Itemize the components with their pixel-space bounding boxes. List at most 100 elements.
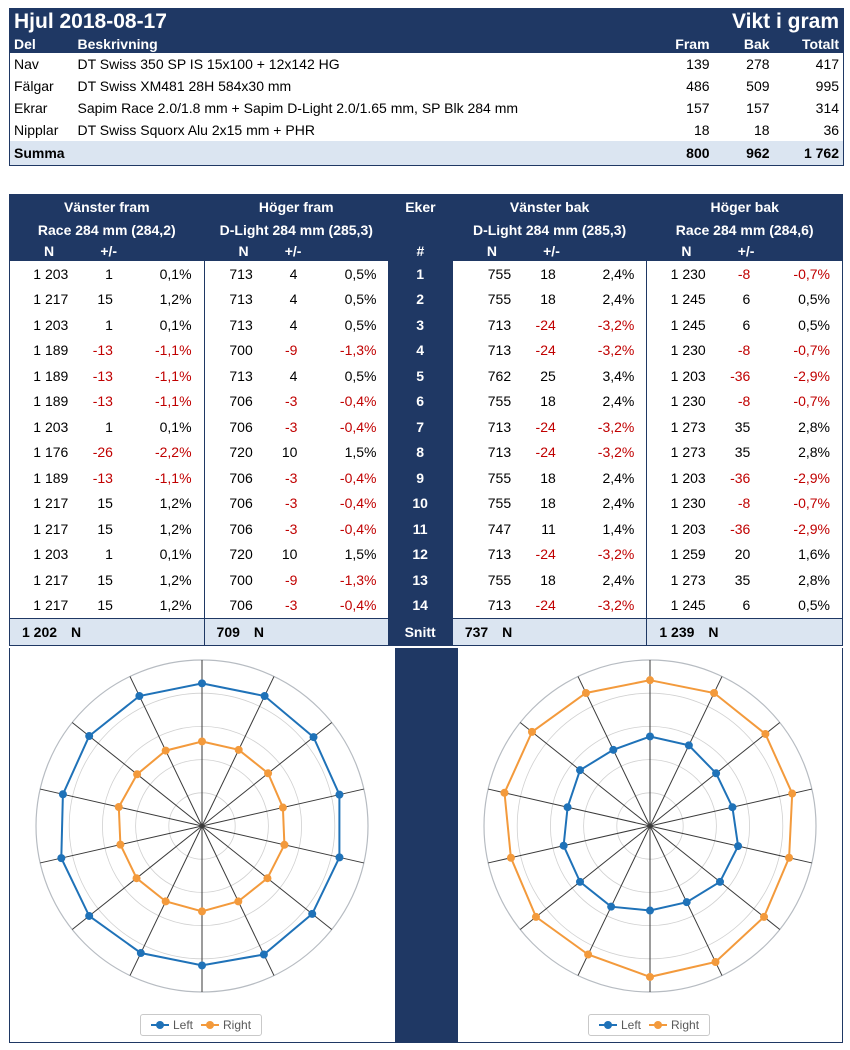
lf-delta-cell: 1 (105, 265, 113, 282)
legend-marker-right (649, 1020, 668, 1030)
vb-percent-cell: -3,2% (597, 546, 635, 563)
vb-percent-cell: -3,2% (597, 342, 635, 359)
vb-delta-cell: -24 (535, 597, 556, 614)
vb-percent-cell: 3,4% (602, 367, 635, 384)
lf-delta-cell: 1 (105, 546, 113, 563)
hb-percent-cell: -2,9% (793, 469, 830, 486)
vb-tension-cell: 755 (451, 286, 516, 312)
hb-tension-cell: 1 230 (646, 388, 710, 414)
data-point-left-5 (734, 842, 743, 851)
lf-delta-cell: 15 (97, 520, 113, 537)
spoke-row: 1 203 1 0,1% 713 4 0,5% 3 713 -24 -3,2% 1 245 6 0,5% (9, 312, 843, 338)
spoke-header-row-3: N +/- N +/- # N +/- N +/- (9, 241, 843, 261)
hb-percent-cell: 0,5% (798, 597, 830, 614)
lf-tension-cell: 1 189 (9, 465, 73, 491)
data-point-right-2 (710, 688, 719, 697)
weight-cell-beskrivning: DT Swiss Squorx Alu 2x15 mm + PHR (77, 122, 315, 138)
spoke-row: 1 189 -13 -1,1% 713 4 0,5% 5 762 25 3,4% 1 203 -36 -… (9, 363, 843, 389)
spoke-header-row-2: Race 284 mm (284,2) D-Light 284 mm (285,… (9, 219, 843, 241)
hf-percent-cell: -1,3% (339, 342, 377, 359)
spoke-index: 11 (388, 516, 453, 542)
data-point-right-9 (161, 897, 170, 906)
radar-chart-bak: Left Right (458, 648, 843, 1042)
legend-bak: Left Right (588, 1014, 711, 1036)
legend-item-right[interactable]: Right (201, 1018, 251, 1032)
data-point-left-14 (135, 691, 144, 700)
hb-tension-cell: 1 273 (646, 567, 710, 593)
spoke-row: 1 189 -13 -1,1% 706 -3 -0,4% 9 755 18 2,4% 1 203 -3… (9, 465, 843, 491)
weight-cell-fram: 139 (686, 56, 710, 72)
data-point-left-13 (576, 766, 585, 775)
spoke-index: 7 (388, 414, 453, 440)
vb-percent-cell: -3,2% (597, 444, 635, 461)
lf-percent-cell: 1,2% (159, 571, 192, 588)
vb-percent-cell: 2,4% (602, 495, 635, 512)
data-point-right-14 (161, 746, 170, 755)
vb-tension-cell: 713 (451, 337, 516, 363)
lf-percent-cell: 1,2% (159, 495, 192, 512)
vb-percent-cell: -3,2% (597, 418, 635, 435)
data-point-right-11 (116, 840, 125, 849)
radar-spoke (649, 825, 781, 930)
col-n-hf: N (203, 241, 257, 261)
spoke-index: 1 (388, 261, 453, 287)
weight-cell-del: Ekrar (14, 100, 48, 116)
lf-tension-cell: 1 203 (9, 414, 73, 440)
vb-percent-cell: 2,4% (602, 571, 635, 588)
hb-delta-cell: -36 (730, 367, 751, 384)
hb-tension-cell: 1 230 (646, 490, 710, 516)
legend-label-right: Right (223, 1018, 252, 1032)
spoke-index: 4 (388, 337, 453, 363)
average-vb-value: 737 (464, 624, 489, 640)
lf-tension-cell: 1 217 (9, 567, 73, 593)
hb-delta-cell: -8 (737, 495, 751, 512)
data-point-right-11 (506, 853, 515, 862)
hb-tension-cell: 1 245 (646, 592, 710, 619)
data-point-left-13 (85, 732, 94, 741)
vb-percent-cell: 1,4% (602, 520, 635, 537)
vb-percent-cell: 2,4% (602, 291, 635, 308)
weight-row: Ekrar Sapim Race 2.0/1.8 mm + Sapim D-Lig… (10, 97, 844, 119)
col-pm-vb: +/- (543, 243, 560, 259)
hf-percent-cell: -1,3% (339, 571, 377, 588)
legend-item-left[interactable]: Left (599, 1018, 641, 1032)
data-point-left-10 (576, 877, 585, 886)
col-pm-lf: +/- (100, 243, 118, 259)
average-lf-value: 1 202 (22, 624, 58, 640)
weight-cell-fram: 18 (693, 122, 710, 138)
hf-delta-cell: -9 (284, 571, 298, 588)
data-point-left-11 (57, 854, 66, 863)
lf-tension-cell: 1 189 (9, 388, 73, 414)
vb-tension-cell: 713 (451, 439, 516, 465)
vb-tension-cell: 755 (451, 465, 516, 491)
hf-percent-cell: 0,5% (344, 265, 377, 282)
weight-cell-totalt: 417 (815, 56, 840, 72)
hf-tension-cell: 700 (203, 567, 257, 593)
hf-percent-cell: 0,5% (344, 291, 377, 308)
legend-item-right[interactable]: Right (649, 1018, 699, 1032)
lf-tension-cell: 1 203 (9, 312, 73, 338)
vb-delta-cell: 25 (540, 367, 556, 384)
lf-delta-cell: -13 (92, 469, 113, 486)
lf-percent-cell: 0,1% (159, 418, 192, 435)
data-point-left-5 (335, 853, 344, 862)
average-row: 1 202 N 709 N Snitt 737 N 1 239 N (9, 618, 843, 646)
hf-tension-cell: 706 (203, 388, 257, 414)
spoke-row: 1 217 15 1,2% 706 -3 -0,4% 11 747 11 1,4% 1 203 -36… (9, 516, 843, 542)
data-point-left-7 (682, 898, 691, 907)
vb-delta-cell: 18 (540, 393, 556, 410)
data-point-left-6 (308, 909, 317, 918)
legend-label-left: Left (621, 1018, 642, 1032)
data-point-left-3 (712, 769, 721, 778)
legend-item-left[interactable]: Left (151, 1018, 193, 1032)
average-label: Snitt (388, 618, 453, 646)
spoke-row: 1 217 15 1,2% 706 -3 -0,4% 10 755 18 2,4% 1 230 -8 -… (9, 490, 843, 516)
lf-delta-cell: 15 (97, 571, 113, 588)
hf-delta-cell: 4 (289, 291, 298, 308)
group-title-vanster-fram: Vänster fram (63, 199, 150, 215)
radar-spoke (488, 825, 651, 864)
hb-delta-cell: 6 (742, 291, 751, 308)
col-header-beskrivning: Beskrivning (77, 36, 158, 52)
average-hf: 709 N (203, 618, 389, 646)
lf-delta-cell: 1 (105, 418, 113, 435)
